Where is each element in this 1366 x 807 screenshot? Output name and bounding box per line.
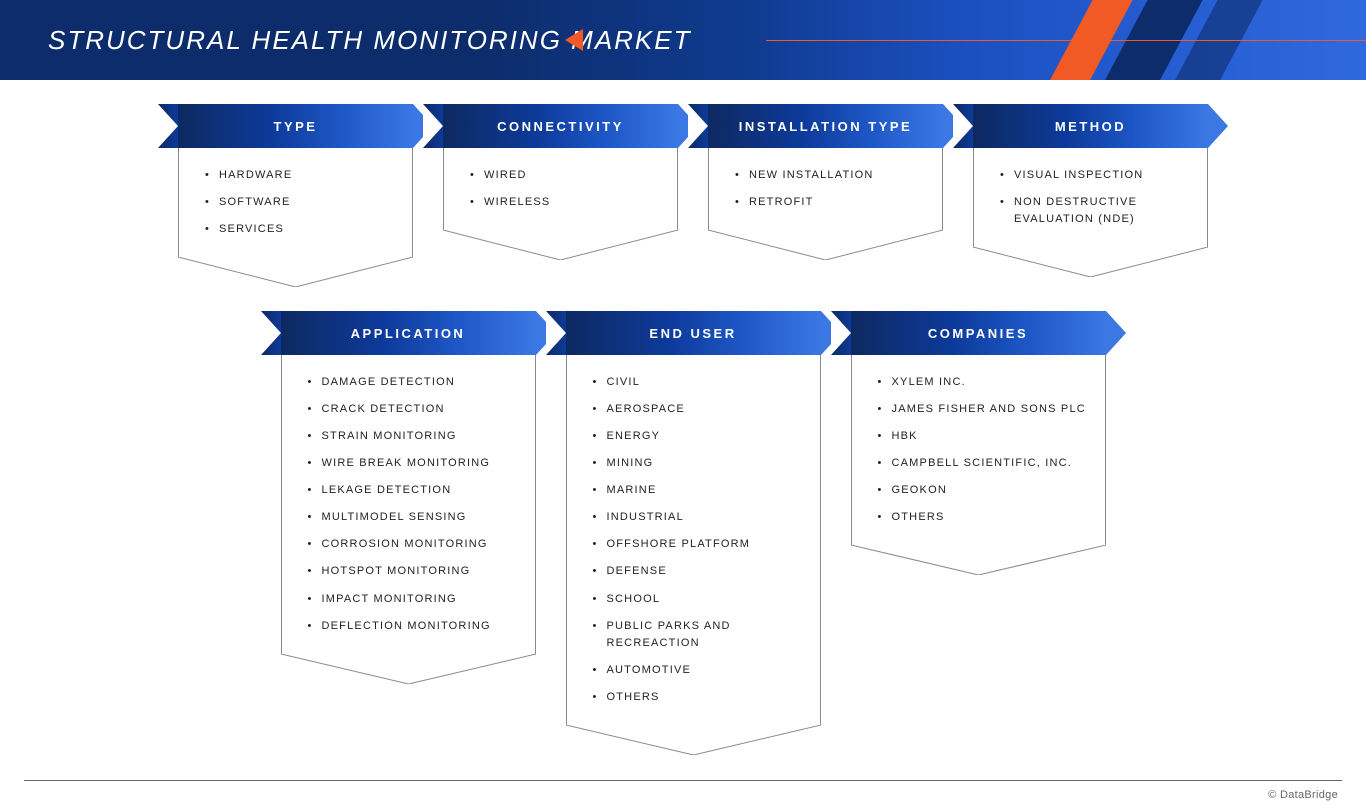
category-row-2: APPLICATION DAMAGE DETECTION CRACK DETEC…	[0, 311, 1366, 755]
category-method: METHOD VISUAL INSPECTION NON DESTRUCTIVE…	[953, 104, 1208, 287]
copyright-text: © DataBridge	[1268, 789, 1338, 801]
list-item: OFFSHORE PLATFORM	[593, 531, 810, 558]
list-item: OTHERS	[593, 684, 810, 711]
list-item: HBK	[878, 423, 1095, 450]
category-label: APPLICATION	[351, 326, 466, 341]
category-tail	[973, 247, 1208, 277]
list-item: INDUSTRIAL	[593, 504, 810, 531]
category-tail	[178, 257, 413, 287]
category-header: METHOD	[973, 104, 1208, 148]
list-item: PUBLIC PARKS AND RECREACTION	[593, 613, 810, 657]
list-item: MULTIMODEL SENSING	[308, 504, 525, 531]
list-item: IMPACT MONITORING	[308, 586, 525, 613]
category-tail	[443, 230, 678, 260]
list-item: ENERGY	[593, 423, 810, 450]
category-type: TYPE HARDWARE SOFTWARE SERVICES	[158, 104, 413, 287]
page-header: STRUCTURAL HEALTH MONITORING MARKET	[0, 0, 1366, 80]
list-item: WIRELESS	[470, 189, 667, 216]
list-item: CORROSION MONITORING	[308, 531, 525, 558]
category-header: END USER	[566, 311, 821, 355]
category-label: INSTALLATION TYPE	[739, 119, 912, 134]
category-connectivity: CONNECTIVITY WIRED WIRELESS	[423, 104, 678, 287]
category-body: WIRED WIRELESS	[443, 148, 678, 230]
list-item: VISUAL INSPECTION	[1000, 162, 1197, 189]
list-item: NON DESTRUCTIVE EVALUATION (NDE)	[1000, 189, 1197, 233]
list-item: NEW INSTALLATION	[735, 162, 932, 189]
list-item: JAMES FISHER AND SONS PLC	[878, 396, 1095, 423]
list-item: RETROFIT	[735, 189, 932, 216]
list-item: OTHERS	[878, 504, 1095, 531]
list-item: DEFENSE	[593, 558, 810, 585]
category-body: HARDWARE SOFTWARE SERVICES	[178, 148, 413, 257]
list-item: SCHOOL	[593, 586, 810, 613]
page-title: STRUCTURAL HEALTH MONITORING MARKET	[48, 25, 692, 56]
list-item: WIRE BREAK MONITORING	[308, 450, 525, 477]
category-tail	[566, 725, 821, 755]
list-item: CRACK DETECTION	[308, 396, 525, 423]
category-body: VISUAL INSPECTION NON DESTRUCTIVE EVALUA…	[973, 148, 1208, 247]
list-item: GEOKON	[878, 477, 1095, 504]
header-arrow-line	[766, 40, 1366, 41]
category-header: CONNECTIVITY	[443, 104, 678, 148]
category-end-user: END USER CIVIL AEROSPACE ENERGY MINING M…	[546, 311, 821, 755]
list-item: XYLEM INC.	[878, 369, 1095, 396]
list-item: HOTSPOT MONITORING	[308, 558, 525, 585]
list-item: MINING	[593, 450, 810, 477]
category-body: XYLEM INC. JAMES FISHER AND SONS PLC HBK…	[851, 355, 1106, 545]
category-label: TYPE	[274, 119, 318, 134]
category-body: NEW INSTALLATION RETROFIT	[708, 148, 943, 230]
list-item: CAMPBELL SCIENTIFIC, INC.	[878, 450, 1095, 477]
category-header: INSTALLATION TYPE	[708, 104, 943, 148]
category-label: METHOD	[1055, 119, 1126, 134]
list-item: STRAIN MONITORING	[308, 423, 525, 450]
list-item: CIVIL	[593, 369, 810, 396]
category-body: CIVIL AEROSPACE ENERGY MINING MARINE IND…	[566, 355, 821, 725]
category-label: COMPANIES	[928, 326, 1028, 341]
category-label: CONNECTIVITY	[497, 119, 624, 134]
list-item: DAMAGE DETECTION	[308, 369, 525, 396]
category-header: TYPE	[178, 104, 413, 148]
header-arrow-head-icon	[565, 29, 583, 51]
list-item: DEFLECTION MONITORING	[308, 613, 525, 640]
list-item: MARINE	[593, 477, 810, 504]
category-header: APPLICATION	[281, 311, 536, 355]
list-item: WIRED	[470, 162, 667, 189]
category-tail	[281, 654, 536, 684]
category-header: COMPANIES	[851, 311, 1106, 355]
footer-divider	[24, 780, 1342, 781]
category-body: DAMAGE DETECTION CRACK DETECTION STRAIN …	[281, 355, 536, 653]
category-label: END USER	[649, 326, 736, 341]
category-installation-type: INSTALLATION TYPE NEW INSTALLATION RETRO…	[688, 104, 943, 287]
list-item: AEROSPACE	[593, 396, 810, 423]
list-item: AUTOMOTIVE	[593, 657, 810, 684]
category-row-1: TYPE HARDWARE SOFTWARE SERVICES CONNECTI…	[0, 104, 1366, 287]
category-companies: COMPANIES XYLEM INC. JAMES FISHER AND SO…	[831, 311, 1106, 755]
list-item: LEKAGE DETECTION	[308, 477, 525, 504]
category-application: APPLICATION DAMAGE DETECTION CRACK DETEC…	[261, 311, 536, 755]
category-tail	[708, 230, 943, 260]
list-item: HARDWARE	[205, 162, 402, 189]
list-item: SOFTWARE	[205, 189, 402, 216]
list-item: SERVICES	[205, 216, 402, 243]
category-tail	[851, 545, 1106, 575]
